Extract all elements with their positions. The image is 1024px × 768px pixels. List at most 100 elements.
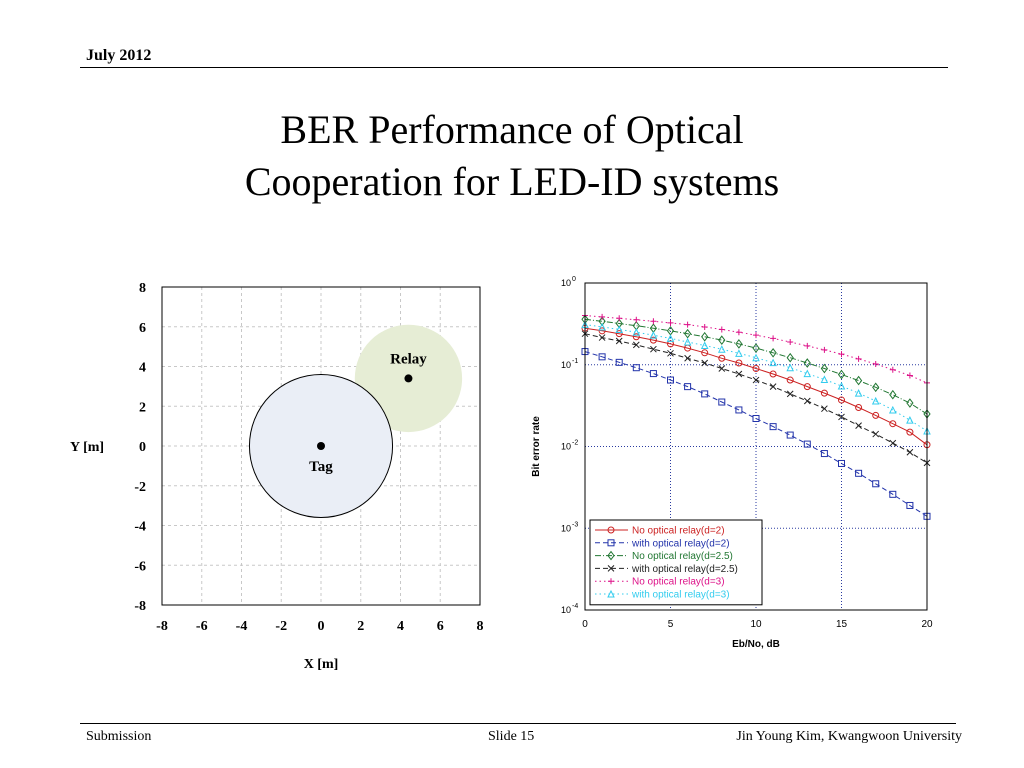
data-point [632,364,640,372]
data-point [855,469,863,477]
data-point [683,337,692,346]
ber-y-tick-exp: 0 [572,276,576,283]
header-divider [80,67,948,68]
ber-x-tick-label: 15 [836,619,848,630]
data-point [701,349,709,357]
geometry-plot: Relay Tag -8 -6 -4 -2 0 2 4 6 8 8 6 4 2 0 -2 -4 -6 -8 X [m] Y… [70,281,484,672]
data-point [701,359,709,367]
data-point [787,338,794,345]
data-point [872,430,880,438]
footer-slide-number: Slide 15 [488,729,535,744]
legend-marker [607,526,615,534]
data-point [837,369,846,380]
data-point [838,413,845,421]
slide-title: BER Performance of Optical Cooperation f… [0,104,1024,208]
ber-x-tick-label: 0 [582,619,588,630]
data-point [718,326,725,333]
data-point [632,341,640,349]
plot-frame [161,286,481,606]
data-point [735,359,743,367]
data-point [821,346,828,353]
data-point [633,316,640,323]
data-point [786,431,794,439]
data-point [718,365,726,372]
ber-x-tick-label: 20 [921,619,933,630]
point-tag [317,442,325,450]
data-point [735,370,743,378]
data-point [855,422,862,429]
data-point [820,450,828,458]
data-point [889,389,897,400]
data-point [889,420,897,428]
data-point [684,321,691,328]
data-point [804,342,811,349]
data-point [598,334,606,341]
data-point [820,375,829,384]
ber-y-tick-exp: -1 [572,358,578,365]
data-point [871,396,880,405]
data-point [666,334,675,342]
y-tick-label: 4 [139,361,146,376]
data-point [683,328,692,339]
data-point [598,316,606,327]
ber-plot-frame [584,282,928,611]
data-point [837,381,846,390]
data-point [718,335,726,345]
footer-author: Jin Young Kim, Kwangwoon University [736,729,962,744]
ber-x-tick-label: 5 [668,619,674,630]
data-point [735,339,743,349]
data-point [632,328,641,336]
ber-y-tick-exp: -3 [572,521,578,528]
data-point [735,349,743,357]
data-point [632,333,640,341]
footer-divider [80,723,956,724]
data-point [803,369,812,378]
x-tick-label: 8 [477,619,484,634]
data-point [770,335,777,342]
legend-label: with optical relay(d=3) [631,590,730,601]
x-tick-label: -2 [275,619,287,634]
data-point [855,355,862,362]
data-point [667,376,674,384]
data-point [667,319,674,326]
data-point [803,397,811,405]
ber-y-axis-label: Bit error rate [531,416,542,477]
data-point [650,318,657,325]
data-point [803,383,811,391]
data-point [735,329,742,336]
y-axis-label: Y [m] [70,440,104,455]
ber-y-tick-base: 10 [561,442,571,452]
series-line [584,318,928,415]
ber-y-tick-base: 10 [561,523,571,533]
data-point [615,325,624,333]
series-1 [581,324,931,449]
series-5 [582,312,930,386]
ber-legend: No optical relay(d=2)with optical relay(… [589,519,763,606]
point-label-relay: Relay [390,351,427,367]
data-point [769,347,777,358]
data-point [786,363,795,372]
legend-marker [607,550,615,561]
data-point [872,480,880,488]
data-point [803,358,811,368]
data-point [598,353,606,361]
data-point [752,353,760,362]
data-point [838,396,845,404]
ber-x-tick-label: 10 [750,619,762,630]
data-point [649,370,657,378]
data-point [718,354,726,362]
legend-marker [607,589,615,598]
series-2 [581,348,931,520]
data-point [769,358,777,367]
data-point [616,315,623,322]
data-point [820,389,828,397]
legend-marker [608,578,614,585]
data-point [735,406,743,414]
data-point [752,415,760,423]
ber-y-tick-base: 10 [561,278,571,288]
data-point [684,383,692,391]
data-point [872,361,879,368]
data-point [598,327,606,335]
data-point [854,375,863,386]
data-point [821,405,828,413]
